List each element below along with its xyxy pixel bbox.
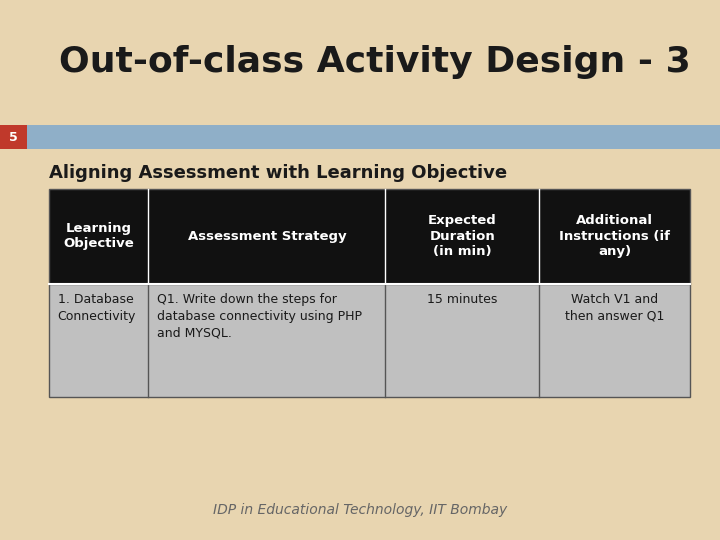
Text: IDP in Educational Technology, IIT Bombay: IDP in Educational Technology, IIT Bomba…: [213, 503, 507, 517]
Text: Q1. Write down the steps for
database connectivity using PHP
and MYSQL.: Q1. Write down the steps for database co…: [157, 293, 362, 339]
Text: Aligning Assessment with Learning Objective: Aligning Assessment with Learning Object…: [49, 164, 507, 182]
Bar: [49, 189, 690, 284]
Text: Watch V1 and
then answer Q1: Watch V1 and then answer Q1: [564, 293, 664, 323]
Bar: [0, 125, 720, 149]
Text: Learning
Objective: Learning Objective: [63, 222, 134, 251]
Text: 1. Database
Connectivity: 1. Database Connectivity: [58, 293, 136, 323]
Text: Assessment Strategy: Assessment Strategy: [187, 230, 346, 243]
Text: 5: 5: [9, 131, 18, 144]
Text: Additional
Instructions (if
any): Additional Instructions (if any): [559, 214, 670, 258]
Bar: [49, 284, 690, 397]
Bar: [0, 125, 27, 149]
Text: 15 minutes: 15 minutes: [427, 293, 498, 306]
Text: Expected
Duration
(in min): Expected Duration (in min): [428, 214, 497, 258]
Text: Out-of-class Activity Design - 3: Out-of-class Activity Design - 3: [58, 45, 690, 79]
